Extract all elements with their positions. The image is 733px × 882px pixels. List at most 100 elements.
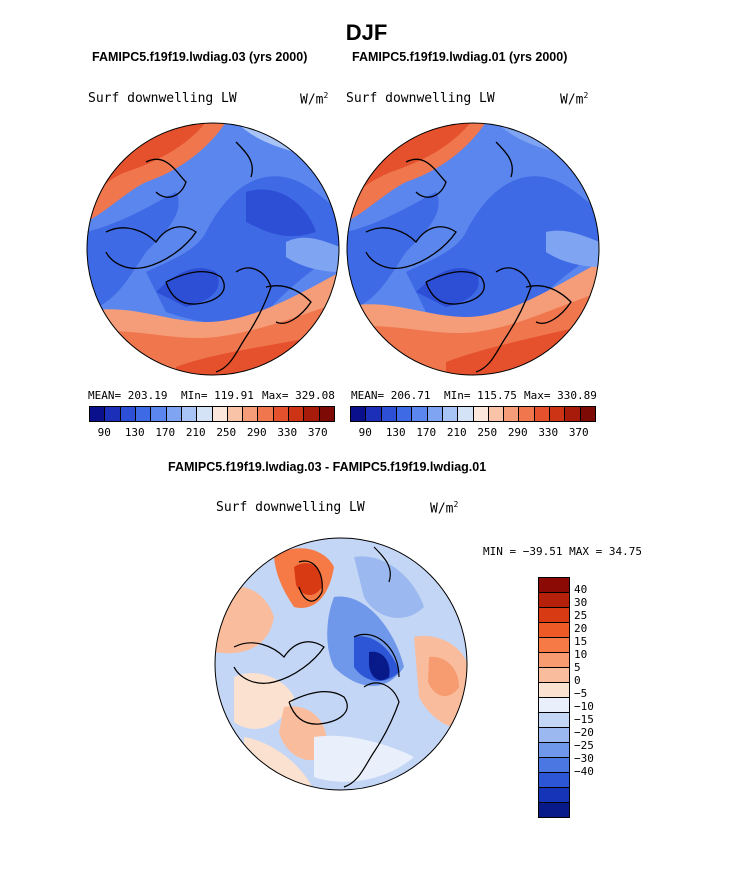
left-variable-label: Surf downwelling LW — [88, 91, 237, 106]
diff-colorbar-cell — [539, 713, 569, 728]
left-colorbar-tick: 290 — [246, 426, 267, 439]
diff-colorbar-label: 5 — [574, 661, 581, 674]
right-mean: MEAN= 206.71 — [351, 389, 431, 402]
left-colorbar-cell — [273, 407, 290, 421]
diff-colorbar-label: 10 — [574, 648, 588, 661]
left-colorbar-cell — [304, 407, 320, 421]
left-colorbar-tick: 210 — [185, 426, 206, 439]
left-colorbar-tick: 170 — [155, 426, 176, 439]
left-colorbar — [89, 406, 335, 422]
left-units-label: W/m2 — [300, 91, 329, 108]
diff-colorbar-label: 25 — [574, 609, 588, 622]
diff-colorbar-label: −25 — [574, 739, 594, 752]
right-min: MIn= 115.75 — [444, 389, 517, 402]
left-colorbar-cell — [105, 407, 121, 421]
right-colorbar-cell — [458, 407, 474, 421]
diff-colorbar-label: −15 — [574, 713, 594, 726]
right-polar-map — [346, 122, 600, 376]
left-max: Max= 329.08 — [262, 389, 335, 402]
diff-colorbar-cell — [539, 683, 569, 698]
right-units-label: W/m2 — [560, 91, 589, 108]
diff-minmax: MIN = −39.51 MAX = 34.75 — [483, 545, 642, 558]
diff-colorbar-label: −5 — [574, 687, 588, 700]
right-colorbar-cell — [351, 407, 367, 421]
left-colorbar-cell — [289, 407, 305, 421]
right-case-title: FAMIPC5.f19f19.lwdiag.01 (yrs 2000) — [352, 50, 568, 64]
diff-colorbar-label: −20 — [574, 726, 594, 739]
right-colorbar-cell — [412, 407, 428, 421]
diff-colorbar-label: 20 — [574, 622, 588, 635]
right-colorbar-tick: 210 — [446, 426, 467, 439]
right-colorbar-tick: 250 — [477, 426, 498, 439]
right-colorbar-cell — [534, 407, 551, 421]
right-variable-label: Surf downwelling LW — [346, 91, 495, 106]
left-colorbar-cell — [151, 407, 167, 421]
right-colorbar-cell — [550, 407, 566, 421]
diff-colorbar-cell — [539, 803, 569, 817]
diff-colorbar-label: 0 — [574, 674, 581, 687]
right-colorbar-tick: 330 — [538, 426, 559, 439]
diff-colorbar-cell — [539, 698, 569, 713]
diff-colorbar-cell — [539, 638, 569, 653]
right-colorbar-cell — [488, 407, 505, 421]
right-colorbar — [350, 406, 596, 422]
left-colorbar-cell — [319, 407, 334, 421]
right-colorbar-cell — [442, 407, 459, 421]
diff-colorbar-label: 15 — [574, 635, 588, 648]
diff-colorbar-label: −10 — [574, 700, 594, 713]
diff-colorbar-cell — [539, 578, 569, 593]
left-polar-map — [86, 122, 340, 376]
left-colorbar-cell — [212, 407, 228, 421]
right-colorbar-cell — [381, 407, 397, 421]
left-colorbar-tick: 370 — [307, 426, 328, 439]
diff-colorbar-cell — [539, 743, 569, 758]
right-colorbar-cell — [473, 407, 489, 421]
left-mean: MEAN= 203.19 — [88, 389, 168, 402]
diff-title: FAMIPC5.f19f19.lwdiag.03 - FAMIPC5.f19f1… — [168, 460, 487, 474]
right-colorbar-tick: 370 — [568, 426, 589, 439]
right-colorbar-cell — [504, 407, 520, 421]
diff-colorbar-cell — [539, 728, 569, 743]
diff-colorbar-cell — [539, 608, 569, 623]
diff-units-label: W/m2 — [430, 500, 459, 517]
diff-colorbar-cell — [539, 653, 569, 668]
diff-colorbar-cell — [539, 788, 569, 803]
left-colorbar-cell — [135, 407, 152, 421]
right-colorbar-cell — [396, 407, 413, 421]
left-colorbar-cell — [227, 407, 244, 421]
right-colorbar-tick: 90 — [358, 426, 372, 439]
right-colorbar-tick: 170 — [416, 426, 437, 439]
diff-colorbar-cell — [539, 623, 569, 638]
left-colorbar-tick: 90 — [97, 426, 111, 439]
left-colorbar-ticks: 90 130 170 210 250 290 330 370 — [89, 426, 333, 440]
left-colorbar-tick: 330 — [277, 426, 298, 439]
diff-colorbar-label: 30 — [574, 596, 588, 609]
diff-colorbar-cell — [539, 773, 569, 788]
diff-polar-map — [214, 537, 468, 791]
diff-colorbar-labels: 40 30 25 20 15 10 5 0 −5 −10 −15 −20 −25 −30 −40 — [574, 577, 614, 789]
diff-colorbar-label: −30 — [574, 752, 594, 765]
right-colorbar-cell — [519, 407, 535, 421]
diff-colorbar-label: −40 — [574, 765, 594, 778]
left-colorbar-cell — [197, 407, 213, 421]
left-colorbar-tick: 250 — [216, 426, 237, 439]
right-colorbar-tick: 290 — [507, 426, 528, 439]
left-colorbar-tick: 130 — [124, 426, 145, 439]
left-colorbar-cell — [90, 407, 106, 421]
left-case-title: FAMIPC5.f19f19.lwdiag.03 (yrs 2000) — [92, 50, 308, 64]
diff-variable-label: Surf downwelling LW — [216, 500, 365, 515]
right-colorbar-cell — [580, 407, 595, 421]
right-colorbar-tick: 130 — [385, 426, 406, 439]
diff-colorbar-label: 40 — [574, 583, 588, 596]
right-colorbar-cell — [366, 407, 382, 421]
diff-colorbar-cell — [539, 668, 569, 683]
left-min: MIn= 119.91 — [181, 389, 254, 402]
right-colorbar-cell — [427, 407, 443, 421]
page-title: DJF — [345, 20, 388, 45]
left-colorbar-cell — [166, 407, 182, 421]
diff-colorbar-cell — [539, 758, 569, 773]
left-colorbar-cell — [258, 407, 274, 421]
right-max: Max= 330.89 — [524, 389, 597, 402]
left-colorbar-cell — [120, 407, 136, 421]
right-colorbar-ticks: 90 130 170 210 250 290 330 370 — [350, 426, 594, 440]
